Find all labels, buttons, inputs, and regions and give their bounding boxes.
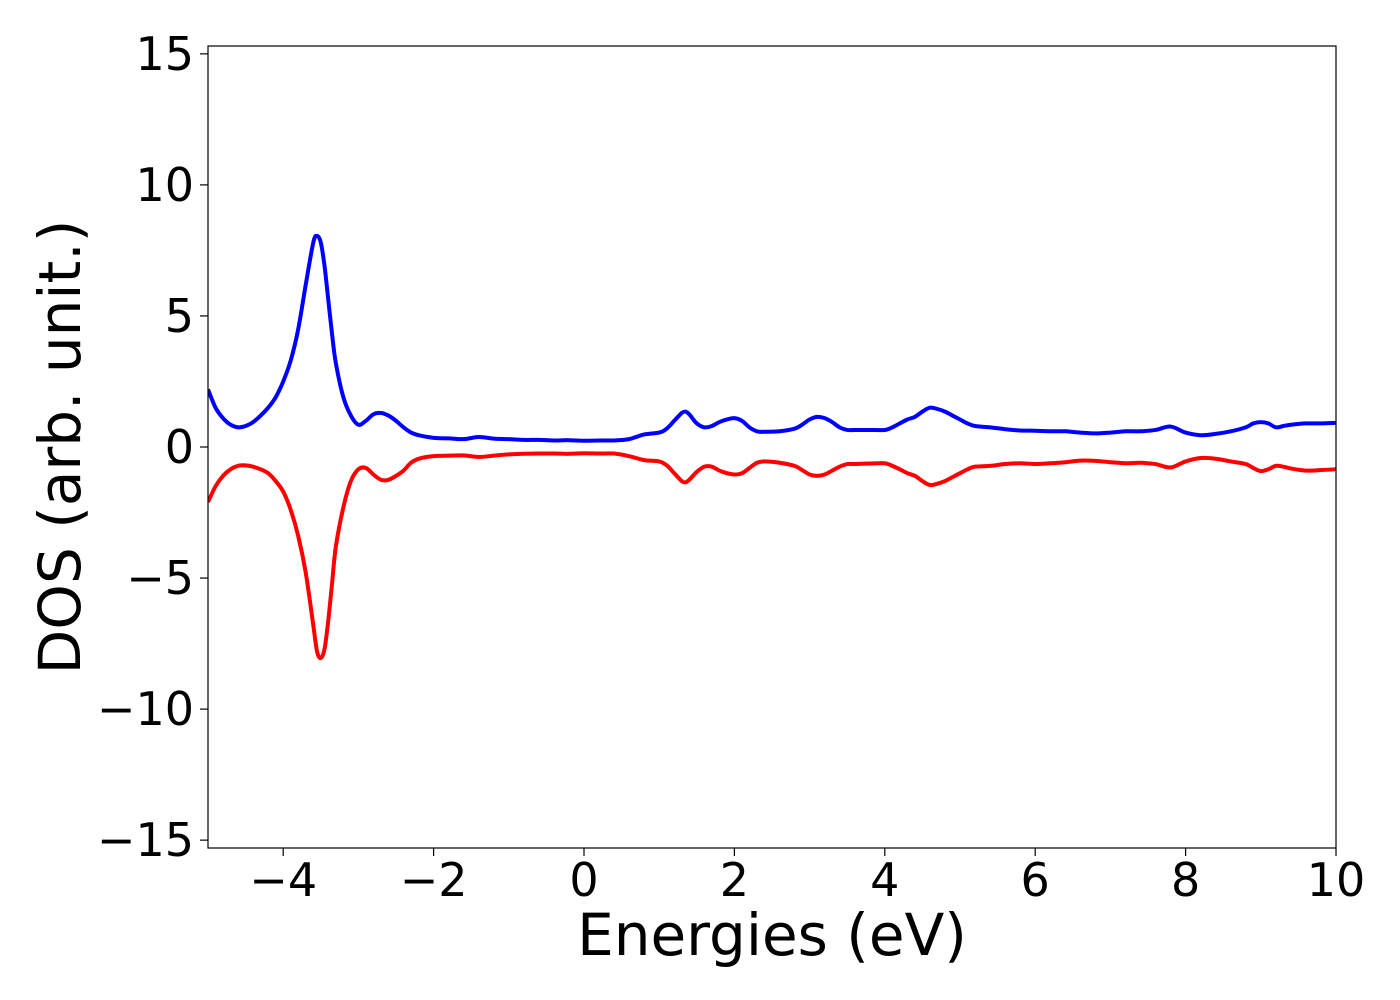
y-tick-label: −15	[97, 813, 194, 867]
x-tick-label: 6	[1021, 853, 1050, 907]
y-tick-label: −10	[97, 682, 194, 736]
dos-line-red	[208, 451, 1336, 661]
x-tick-label: 8	[1171, 853, 1200, 907]
dos-line-blue	[208, 233, 1336, 443]
y-tick-label: 10	[135, 158, 194, 212]
ticks-layer: −4 −2 0 2 4 6 8 10 −15 −10 −5 0 5 10 15	[97, 27, 1365, 907]
x-tick-label: 10	[1307, 853, 1366, 907]
y-tick-label: −5	[126, 551, 194, 605]
x-axis-label: Energies (eV)	[577, 901, 967, 969]
x-tick-label: 0	[569, 853, 598, 907]
y-tick-label: 5	[165, 289, 194, 343]
x-tick-label: 2	[720, 853, 749, 907]
y-tick-label: 15	[135, 27, 194, 81]
x-tick-label: −2	[400, 853, 468, 907]
x-tick-label: 4	[870, 853, 899, 907]
plot-frame	[207, 45, 1337, 849]
series-layer	[208, 233, 1336, 661]
y-axis-label: DOS (arb. unit.)	[26, 220, 94, 675]
x-tick-label: −4	[249, 853, 317, 907]
y-tick-label: 0	[165, 420, 194, 474]
